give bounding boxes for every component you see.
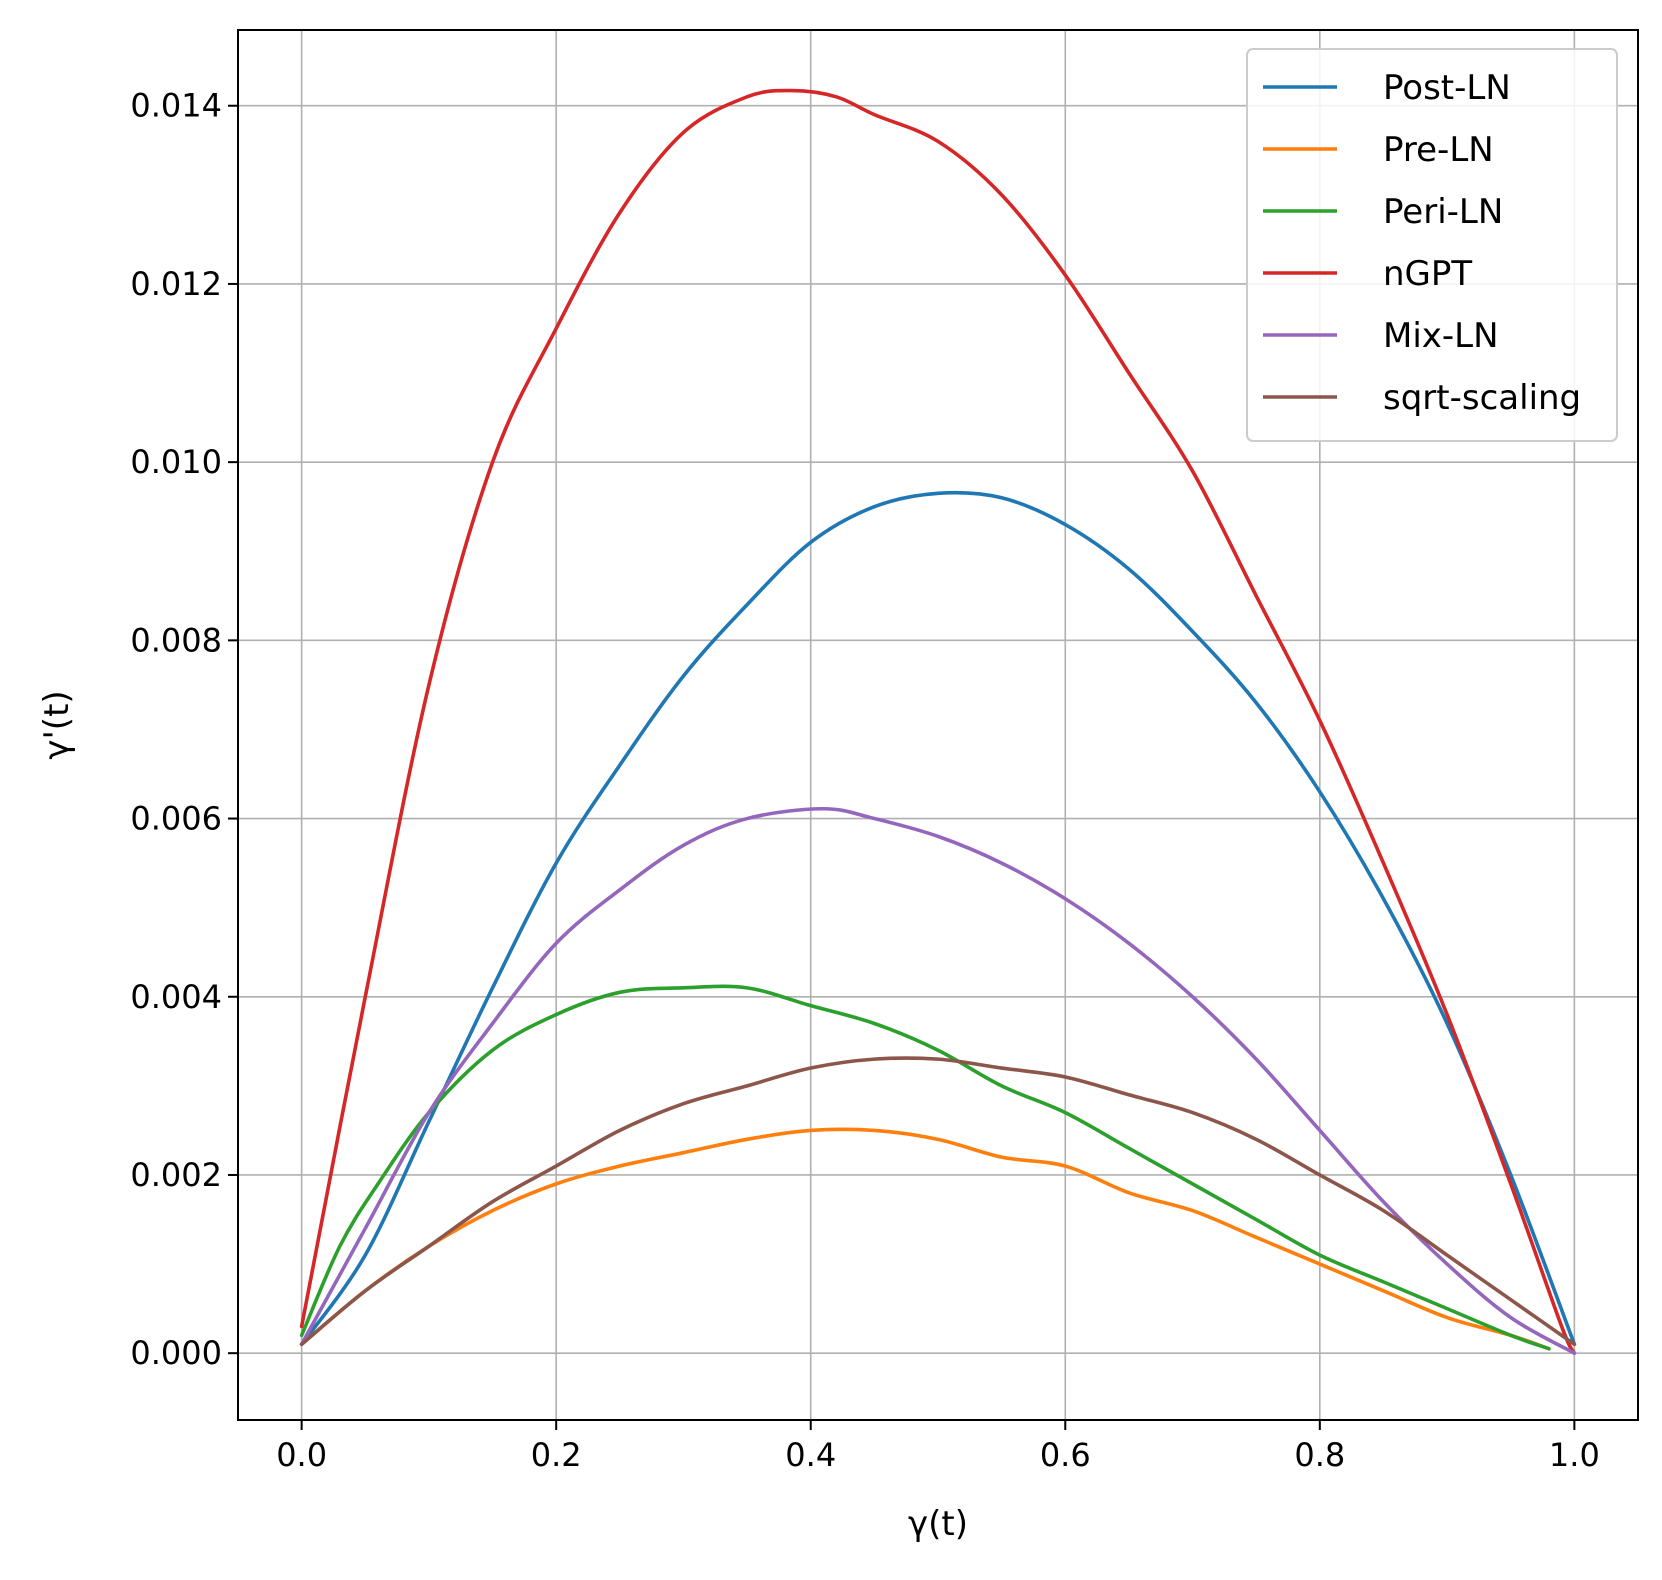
plot-frame [237, 29, 1639, 1421]
series-line-pre-ln [299, 1127, 1551, 1351]
legend-box [1246, 48, 1618, 442]
series-layer [299, 88, 1577, 1355]
y-tick-label: 0.006 [130, 800, 222, 838]
legend-label: Peri-LN [1383, 192, 1503, 232]
x-tick-label: 0.0 [276, 1436, 327, 1474]
x-tick-label: 1.0 [1549, 1436, 1600, 1474]
y-tick-label: 0.008 [130, 621, 222, 659]
y-tick-label: 0.002 [130, 1156, 222, 1194]
series-line-post-ln [299, 490, 1577, 1347]
grid-lines [238, 30, 1638, 1420]
axis-ticks: 0.0 0.2 0.4 0.6 0.8 1.0 0.000 0.002 0.004 0.006 0.… [130, 87, 1599, 1474]
x-tick-label: 0.2 [531, 1436, 582, 1474]
legend-label: sqrt-scaling [1383, 378, 1581, 418]
y-tick-label: 0.014 [130, 87, 222, 125]
y-axis-label: γ'(t) [37, 690, 77, 759]
x-axis-label: γ(t) [908, 1504, 968, 1544]
legend: Post-LN Pre-LN Peri-LN nGPT Mix-LN sqrt-scali… [1246, 48, 1618, 442]
series-line-sqrt-scaling [299, 1056, 1577, 1347]
y-tick-label: 0.010 [130, 443, 222, 481]
legend-label: nGPT [1383, 254, 1472, 294]
series-line-peri-ln [299, 984, 1551, 1351]
series-line-mix-ln [299, 806, 1577, 1355]
legend-label: Post-LN [1383, 68, 1511, 108]
y-tick-label: 0.012 [130, 265, 222, 303]
y-tick-label: 0.004 [130, 978, 222, 1016]
y-tick-label: 0.000 [130, 1334, 222, 1372]
series-line-ngpt [299, 88, 1577, 1355]
legend-label: Mix-LN [1383, 316, 1499, 356]
x-tick-label: 0.4 [785, 1436, 836, 1474]
x-tick-label: 0.8 [1294, 1436, 1345, 1474]
x-tick-label: 0.6 [1040, 1436, 1091, 1474]
legend-label: Pre-LN [1383, 130, 1494, 170]
